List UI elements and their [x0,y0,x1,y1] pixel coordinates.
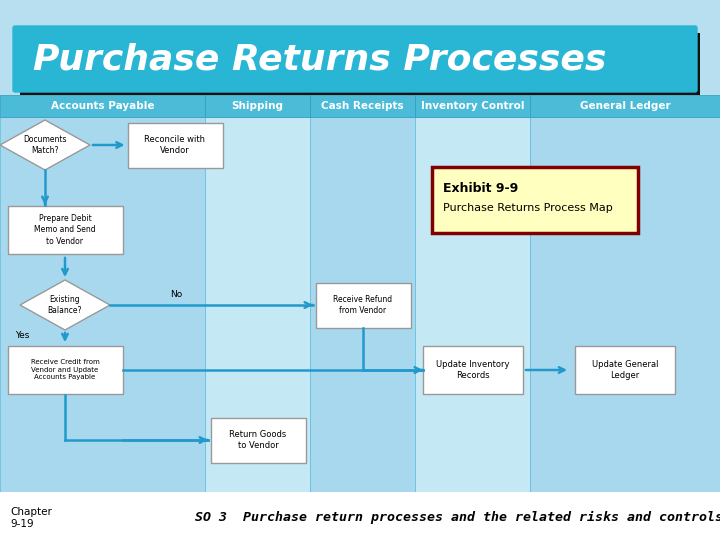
Text: General Ledger: General Ledger [580,101,670,111]
Bar [315,282,410,327]
Bar [415,95,530,117]
Text: Prepare Debit
Memo and Send
to Vendor: Prepare Debit Memo and Send to Vendor [34,214,96,246]
Bar [310,95,415,117]
Bar [205,117,310,514]
Text: 9-19: 9-19 [10,519,34,529]
Bar [0,492,720,540]
Text: Yes: Yes [15,331,30,340]
Bar [7,206,122,254]
Text: Update General
Ledger: Update General Ledger [592,360,658,380]
Bar [530,95,720,117]
Bar [205,95,310,117]
Bar [20,33,700,95]
Polygon shape [0,120,90,170]
Bar [575,346,675,394]
Text: Cash Receipts: Cash Receipts [321,101,404,111]
Text: SO 3  Purchase return processes and the related risks and controls: SO 3 Purchase return processes and the r… [195,510,720,524]
Bar [0,117,205,514]
FancyBboxPatch shape [13,26,697,92]
Text: Purchase Returns Processes: Purchase Returns Processes [33,42,606,76]
Text: Inventory Control: Inventory Control [420,101,524,111]
Text: Receive Credit from
Vendor and Update
Accounts Payable: Receive Credit from Vendor and Update Ac… [31,360,99,381]
Text: Chapter: Chapter [10,507,52,517]
Bar [0,95,205,117]
FancyBboxPatch shape [432,167,638,233]
Text: Purchase Returns Process Map: Purchase Returns Process Map [443,203,613,213]
Text: Shipping: Shipping [232,101,284,111]
Text: No: No [170,290,182,299]
Text: Accounts Payable: Accounts Payable [50,101,154,111]
Text: Update Inventory
Records: Update Inventory Records [436,360,510,380]
Bar [127,123,222,167]
Bar [415,117,530,514]
Bar [7,346,122,394]
Text: Existing
Balance?: Existing Balance? [48,295,82,315]
Bar [423,346,523,394]
Polygon shape [20,280,110,330]
Text: Reconcile with
Vendor: Reconcile with Vendor [145,135,205,155]
Text: Return Goods
to Vendor: Return Goods to Vendor [230,430,287,450]
Bar [530,117,720,514]
Text: Exhibit 9-9: Exhibit 9-9 [443,181,518,194]
Text: Documents
Match?: Documents Match? [23,136,67,154]
Text: Receive Refund
from Vendor: Receive Refund from Vendor [333,295,392,315]
Bar [310,117,415,514]
Bar [210,417,305,462]
